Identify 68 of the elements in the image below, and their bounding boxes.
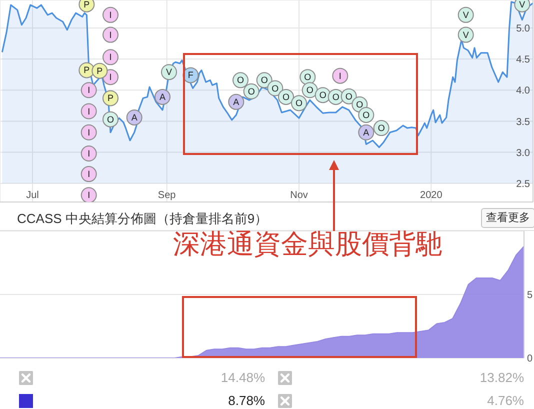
- point: [102, 6, 118, 23]
- series-label: I: [338, 70, 342, 81]
- point: [80, 166, 97, 182]
- y-tick-label: 5.0: [516, 24, 530, 35]
- text: O: [272, 83, 279, 94]
- x-tick-label: Jul: [26, 190, 39, 200]
- annotation: 深港通資金與股價背馳: [173, 229, 443, 259]
- text: 4.76%: [487, 393, 524, 408]
- point: [102, 26, 118, 43]
- text: O: [356, 99, 364, 110]
- point: [80, 103, 97, 120]
- text: I: [109, 72, 112, 82]
- text: A: [131, 112, 138, 122]
- x-tick-label: Nov: [290, 190, 308, 200]
- text: O: [362, 110, 370, 120]
- text: 查看更多: [486, 212, 530, 224]
- point: [332, 68, 348, 84]
- text: I: [88, 106, 90, 116]
- text: V: [462, 30, 469, 40]
- text: O: [319, 90, 326, 100]
- text: I: [109, 10, 112, 20]
- text: V: [166, 67, 172, 78]
- y-tick-label: 3.0: [516, 148, 530, 159]
- text: I: [109, 52, 112, 62]
- text: I: [88, 190, 90, 200]
- text: O: [345, 91, 352, 102]
- y-tick-label: 5: [527, 290, 533, 302]
- text: O: [282, 92, 290, 102]
- point: [80, 187, 97, 202]
- text: O: [106, 114, 114, 124]
- text: O: [304, 72, 312, 82]
- text: 8.78%: [228, 393, 265, 408]
- text: I: [88, 148, 90, 159]
- text: 14.48%: [220, 370, 265, 385]
- y-tick-label: 2.5: [516, 178, 530, 190]
- point: [80, 82, 97, 98]
- text: P: [96, 66, 103, 76]
- series-label: A: [233, 96, 240, 107]
- y-tick-label: 4.0: [516, 86, 530, 97]
- text: P: [84, 0, 90, 10]
- text: O: [236, 75, 244, 86]
- x-tick-label: 2020: [420, 190, 443, 200]
- y-tick-label: 3.5: [516, 116, 530, 128]
- text: 13.82%: [480, 370, 524, 385]
- y-tick-label: 4.5: [516, 54, 530, 66]
- point: [80, 124, 97, 140]
- series-label: P: [107, 93, 114, 104]
- text: O: [306, 85, 314, 96]
- series-label: O: [260, 75, 268, 86]
- series-label: F: [188, 70, 194, 80]
- chart-title: CCASS 中央結算分佈圖（持倉量排名前9）: [17, 211, 268, 226]
- text: O: [378, 123, 385, 134]
- point: [80, 146, 97, 162]
- text: P: [84, 65, 90, 76]
- x-tick-label: Sep: [158, 190, 176, 200]
- text: A: [159, 92, 166, 102]
- text: I: [88, 127, 90, 138]
- y-tick-label: 0: [527, 354, 533, 365]
- text: I: [109, 30, 112, 40]
- text: V: [519, 0, 526, 10]
- text: O: [295, 98, 303, 108]
- text: O: [332, 92, 340, 102]
- text: A: [363, 127, 370, 138]
- point: [102, 49, 118, 66]
- text: O: [248, 86, 255, 96]
- text: I: [88, 169, 90, 180]
- text: I: [88, 85, 90, 96]
- series-label: V: [462, 10, 469, 20]
